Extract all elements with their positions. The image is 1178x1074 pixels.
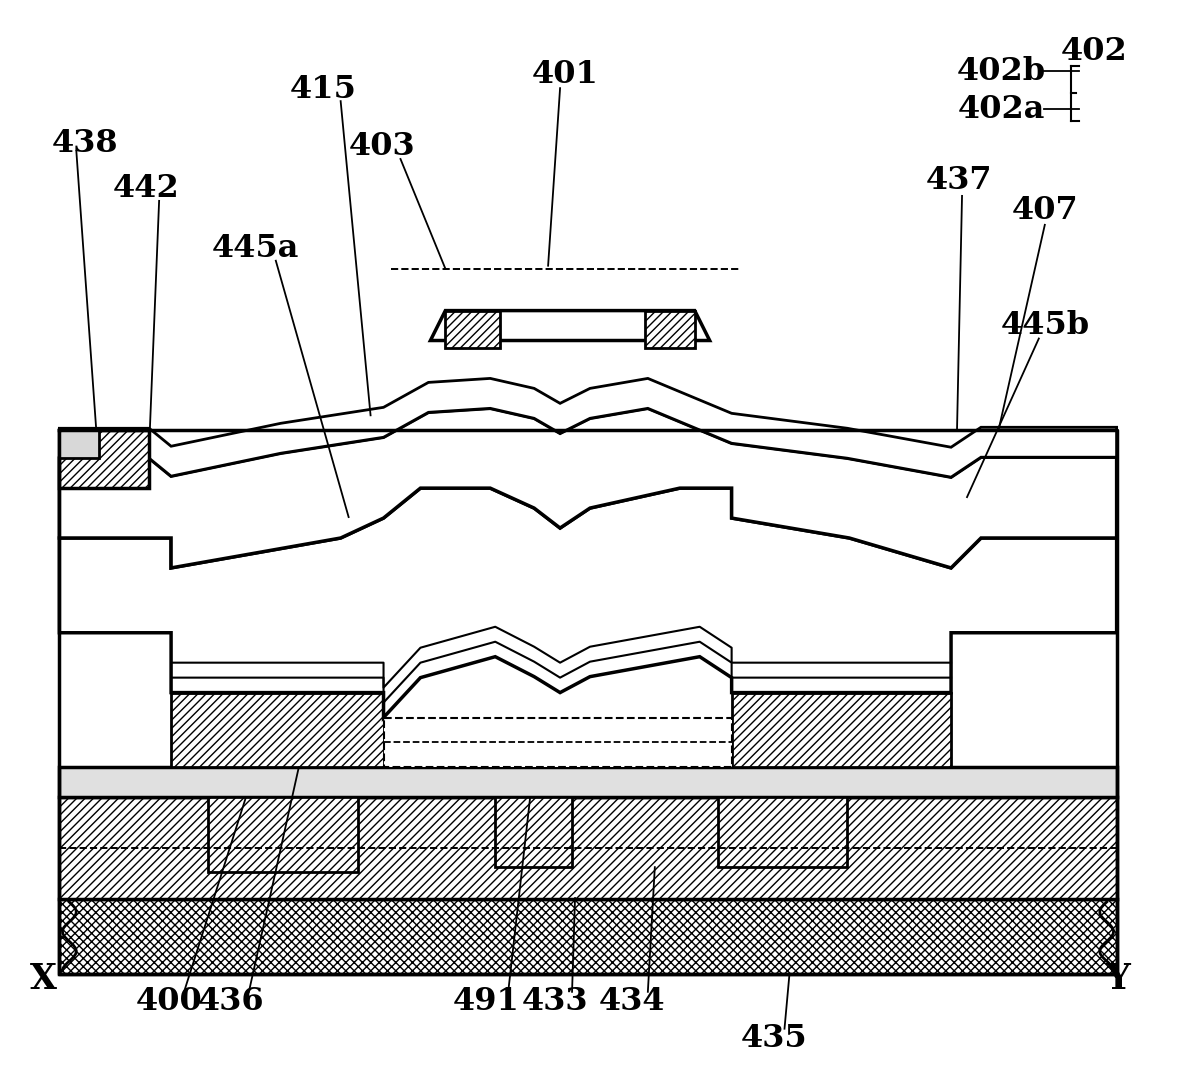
Text: 400: 400 [135, 986, 203, 1017]
Polygon shape [59, 408, 1117, 568]
Polygon shape [209, 797, 358, 872]
Polygon shape [732, 693, 951, 768]
Polygon shape [59, 488, 1117, 717]
Text: 437: 437 [926, 165, 992, 197]
Polygon shape [384, 717, 732, 768]
Polygon shape [59, 797, 1117, 899]
Polygon shape [644, 310, 695, 348]
Polygon shape [59, 378, 1117, 477]
Text: 436: 436 [198, 986, 264, 1017]
Polygon shape [59, 768, 1117, 797]
Text: 403: 403 [349, 131, 416, 161]
Polygon shape [430, 310, 709, 340]
Text: 491: 491 [452, 986, 519, 1017]
Text: 435: 435 [741, 1024, 808, 1055]
Text: 401: 401 [531, 59, 598, 90]
Text: 402b: 402b [957, 56, 1046, 87]
Text: 445b: 445b [1000, 310, 1090, 342]
Text: X: X [29, 962, 57, 996]
Polygon shape [171, 693, 384, 768]
Polygon shape [445, 310, 501, 348]
Text: 442: 442 [113, 173, 179, 204]
Text: 415: 415 [290, 74, 356, 104]
Text: 407: 407 [1012, 195, 1078, 227]
Polygon shape [59, 899, 1117, 974]
Text: 438: 438 [52, 128, 118, 159]
Polygon shape [495, 797, 573, 867]
Text: 434: 434 [598, 986, 666, 1017]
Text: 402a: 402a [958, 93, 1046, 125]
Text: 433: 433 [522, 986, 588, 1017]
Text: Y: Y [1106, 962, 1131, 996]
Polygon shape [59, 431, 150, 488]
Polygon shape [717, 797, 847, 867]
Polygon shape [59, 431, 99, 459]
Text: 445a: 445a [212, 233, 299, 264]
Text: 402: 402 [1060, 35, 1127, 67]
